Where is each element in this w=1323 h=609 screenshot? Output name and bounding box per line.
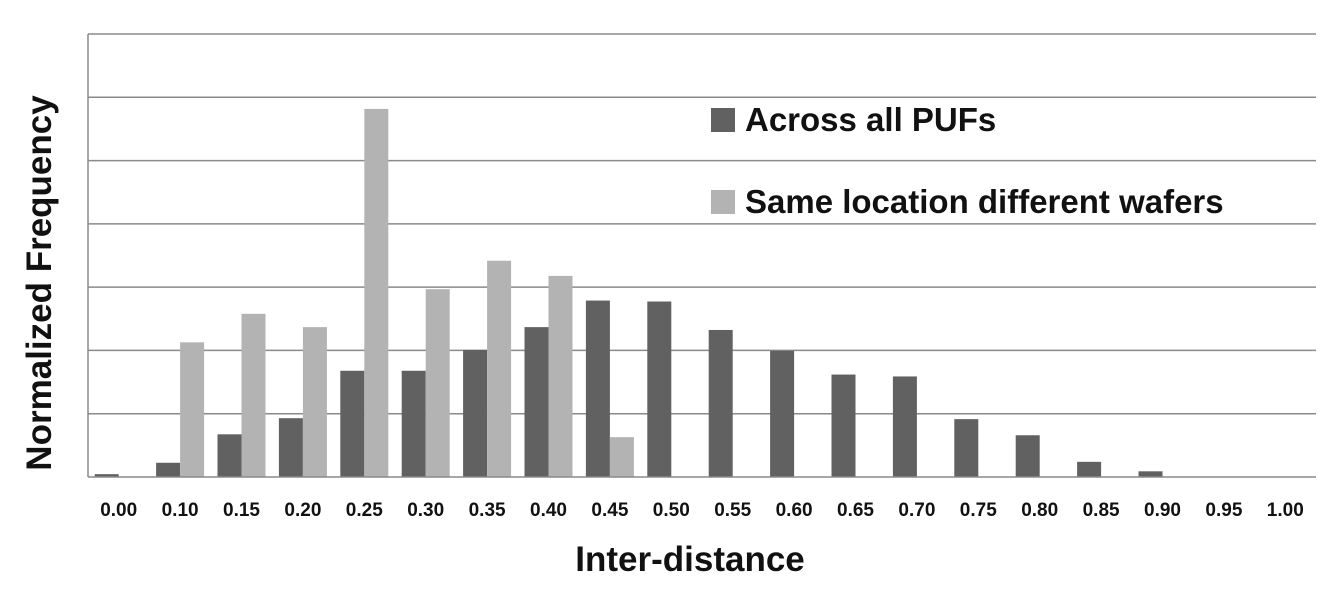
gridlines bbox=[88, 33, 1316, 415]
bar-across-all-pufs-0.90 bbox=[1138, 471, 1163, 477]
bar-same-location-0.35 bbox=[487, 260, 512, 477]
x-tick-label: 1.00 bbox=[1267, 500, 1304, 521]
x-tick-labels: 0.00 0.10 0.15 0.20 0.25 0.30 0.35 0.40 0.45 0.50… bbox=[100, 500, 1304, 521]
bar-across-all-pufs-0.25 bbox=[340, 370, 365, 477]
x-tick-label: 0.70 bbox=[898, 500, 935, 521]
x-tick-label: 0.45 bbox=[591, 500, 628, 521]
bar-across-all-pufs-0.30 bbox=[401, 370, 426, 477]
bar-same-location-0.15 bbox=[241, 313, 266, 477]
bar-across-all-pufs-0.15 bbox=[217, 434, 242, 477]
x-tick-label: 0.55 bbox=[714, 500, 751, 521]
x-tick-label: 0.30 bbox=[407, 500, 444, 521]
x-tick-label: 0.60 bbox=[776, 500, 813, 521]
bar-across-all-pufs-0.10 bbox=[156, 462, 181, 477]
bars bbox=[94, 108, 1163, 478]
bar-across-all-pufs-0.70 bbox=[892, 376, 917, 477]
bar-across-all-pufs-0.80 bbox=[1015, 435, 1040, 477]
bar-across-all-pufs-0.55 bbox=[708, 329, 733, 477]
x-tick-label: 0.95 bbox=[1205, 500, 1242, 521]
axes bbox=[87, 34, 1316, 478]
bar-across-all-pufs-0.50 bbox=[647, 301, 672, 477]
x-tick-label: 0.20 bbox=[284, 500, 321, 521]
x-tick-label: 0.25 bbox=[346, 500, 383, 521]
bar-across-all-pufs-0.65 bbox=[831, 374, 856, 477]
legend-swatch-same-location bbox=[711, 190, 735, 214]
bar-across-all-pufs-0.00 bbox=[94, 474, 119, 477]
bar-across-all-pufs-0.35 bbox=[463, 349, 488, 477]
x-tick-label: 0.15 bbox=[223, 500, 260, 521]
x-tick-label: 0.85 bbox=[1083, 500, 1120, 521]
legend: Across all PUFs Same location different … bbox=[711, 101, 1224, 220]
x-tick-label: 0.75 bbox=[960, 500, 997, 521]
x-tick-label: 0.35 bbox=[469, 500, 506, 521]
bar-same-location-0.25 bbox=[364, 108, 389, 478]
y-axis-title: Normalized Frequency bbox=[20, 95, 59, 471]
bar-same-location-0.30 bbox=[425, 289, 450, 477]
x-tick-label: 0.40 bbox=[530, 500, 567, 521]
bar-same-location-0.40 bbox=[548, 275, 573, 477]
x-tick-label: 0.80 bbox=[1021, 500, 1058, 521]
bar-same-location-0.10 bbox=[180, 342, 205, 477]
bar-across-all-pufs-0.45 bbox=[585, 300, 610, 477]
bar-across-all-pufs-0.60 bbox=[770, 350, 795, 477]
bar-same-location-0.20 bbox=[302, 327, 327, 477]
bar-across-all-pufs-0.85 bbox=[1077, 461, 1102, 477]
x-tick-label: 0.10 bbox=[162, 500, 199, 521]
bar-across-all-pufs-0.40 bbox=[524, 327, 549, 477]
legend-label-across-all-pufs: Across all PUFs bbox=[745, 101, 996, 138]
x-tick-label: 0.90 bbox=[1144, 500, 1181, 521]
x-axis-title: Inter-distance bbox=[575, 540, 805, 579]
x-tick-label: 0.65 bbox=[837, 500, 874, 521]
bar-across-all-pufs-0.20 bbox=[278, 418, 303, 477]
x-tick-label: 0.00 bbox=[100, 500, 137, 521]
legend-swatch-across-all-pufs bbox=[711, 108, 735, 132]
bar-across-all-pufs-0.75 bbox=[954, 419, 979, 477]
bar-same-location-0.45 bbox=[609, 437, 634, 477]
legend-label-same-location: Same location different wafers bbox=[745, 183, 1224, 220]
x-tick-label: 0.50 bbox=[653, 500, 690, 521]
